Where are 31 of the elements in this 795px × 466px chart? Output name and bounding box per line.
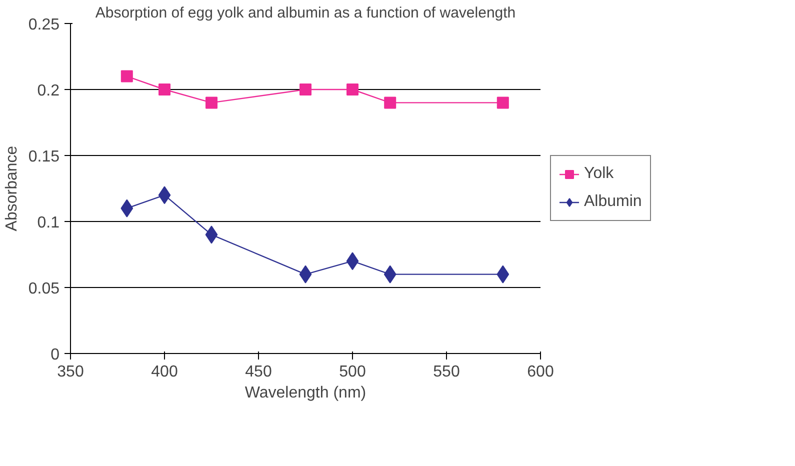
point — [158, 84, 170, 96]
point — [206, 96, 218, 109]
y-tick-label: 0 — [50, 346, 60, 364]
y-tick-label: 0.05 — [28, 280, 60, 298]
point — [205, 226, 218, 244]
point — [496, 265, 510, 284]
point — [346, 252, 359, 270]
point — [346, 84, 358, 96]
legend-label: Yolk — [584, 165, 614, 183]
y-tick-label: 0.1 — [37, 214, 60, 232]
point — [384, 96, 396, 109]
x-tick-label: 350 — [57, 364, 84, 380]
point — [120, 199, 134, 218]
x-tick-label: 600 — [527, 364, 554, 380]
y-tick-label: 0.25 — [28, 16, 60, 34]
x-tick-label: 450 — [245, 364, 272, 380]
point — [158, 186, 171, 204]
legend-label: Albumin — [584, 193, 642, 211]
y-axis-title: Absorbance — [3, 146, 20, 232]
point — [496, 96, 509, 109]
point — [299, 265, 312, 284]
point — [300, 84, 312, 96]
y-tick-label: 0.15 — [28, 148, 60, 166]
chart-title: Absorption of egg yolk and albumin as a function of wavelength — [95, 4, 516, 22]
point — [120, 70, 133, 82]
y-tick-label: 0.2 — [37, 82, 60, 100]
point — [384, 265, 396, 284]
x-axis-title: Wavelength (nm) — [244, 384, 366, 402]
x-tick-label: 400 — [151, 364, 178, 380]
x-tick-label: 550 — [433, 364, 460, 380]
x-tick-label: 500 — [339, 364, 366, 380]
